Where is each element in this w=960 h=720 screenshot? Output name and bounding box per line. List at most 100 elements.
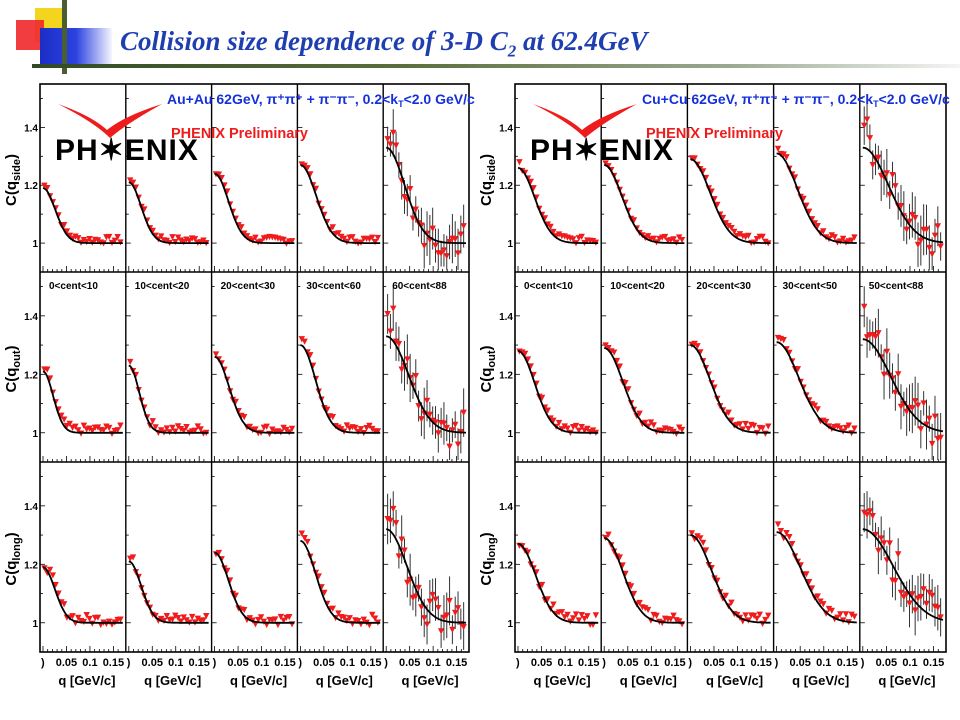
centrality-label: 60<cent<88: [392, 281, 447, 292]
x-tick-label: 0.05: [142, 657, 163, 669]
fit-curve: [300, 164, 381, 244]
data-point: [750, 422, 758, 429]
data-point: [661, 233, 669, 241]
data-point: [141, 206, 148, 213]
data-point: [117, 616, 124, 623]
data-point: [644, 606, 652, 614]
x-tick-label: 0.15: [103, 657, 124, 669]
y-axis-label-sub: side: [11, 159, 23, 181]
data-point: [883, 348, 891, 356]
data-point: [174, 615, 182, 622]
data-point: [212, 351, 220, 358]
data-point: [374, 428, 382, 435]
data-point: [232, 592, 239, 599]
data-point: [177, 618, 185, 625]
data-point: [572, 422, 580, 430]
preliminary-label: PHENIX Preliminary: [646, 126, 783, 142]
data-point: [44, 569, 51, 577]
data-point: [803, 202, 810, 209]
data-point: [194, 615, 202, 622]
y-axis-label: C(qside): [3, 154, 23, 206]
data-point: [851, 234, 858, 241]
fit-curve: [300, 540, 381, 624]
data-point: [257, 614, 265, 621]
data-point: [937, 614, 944, 621]
data-point: [691, 155, 698, 162]
data-point: [335, 610, 342, 617]
y-tick-label: 1.2: [499, 560, 513, 571]
y-tick-label: 1.4: [24, 123, 38, 134]
data-point: [46, 566, 54, 573]
data-point: [923, 421, 930, 428]
data-point: [58, 412, 65, 419]
data-point: [822, 418, 830, 426]
fit-curve: [42, 566, 123, 624]
y-tick-label: 1: [507, 239, 513, 250]
data-point: [307, 171, 314, 178]
data-point: [555, 231, 563, 238]
data-point: [301, 535, 308, 542]
centrality-label: 20<cent<30: [221, 281, 276, 292]
data-point: [392, 142, 400, 149]
phenix-logo-text: PH✶ENIX: [55, 134, 199, 167]
x-tick-label: 0.05: [313, 657, 334, 669]
data-point: [435, 430, 442, 437]
data-point: [132, 184, 140, 191]
system-header-text: Au+Au 62GeV, π⁺π⁺ + π⁻π⁻, 0.2<k: [167, 91, 398, 107]
x-tick-label: 0.05: [531, 657, 552, 669]
phenix-logo-swoosh: [58, 104, 162, 138]
x-tick-label: ): [602, 657, 606, 669]
system-header-tail: <2.0 GeV/c: [879, 91, 950, 107]
data-point: [304, 538, 311, 546]
data-point: [446, 597, 453, 605]
data-point: [60, 601, 68, 608]
data-point: [722, 592, 729, 599]
data-point: [329, 414, 336, 421]
data-point: [100, 427, 107, 434]
data-point: [111, 237, 119, 244]
centrality-label: 20<cent<30: [696, 281, 751, 292]
x-tick-label: ): [298, 657, 302, 669]
data-point: [460, 223, 467, 230]
x-tick-label: 0.1: [340, 657, 355, 669]
data-point: [41, 182, 48, 189]
panel-frame: [39, 83, 470, 653]
data-point: [736, 231, 744, 238]
data-point: [69, 613, 76, 620]
data-point: [169, 424, 176, 431]
data-point: [578, 611, 585, 619]
data-point: [301, 338, 308, 345]
data-point: [55, 590, 62, 597]
data-point: [923, 600, 930, 607]
data-point: [697, 349, 704, 356]
data-point: [163, 612, 171, 620]
data-point: [86, 615, 93, 623]
data-point: [903, 408, 910, 415]
data-point: [387, 328, 394, 335]
data-point: [418, 416, 425, 423]
x-tick-label: 0.05: [399, 657, 420, 669]
data-point: [762, 430, 769, 437]
fit-curve: [690, 158, 771, 244]
data-point: [653, 612, 660, 619]
data-point: [203, 612, 210, 620]
y-axis-label-sub: long: [11, 537, 23, 560]
data-point: [786, 533, 793, 541]
system-header-kt-sub: T: [398, 99, 404, 109]
data-point: [183, 617, 190, 624]
data-point: [719, 214, 727, 222]
fit-curve: [386, 528, 466, 624]
data-point: [642, 419, 649, 427]
data-point: [794, 366, 802, 373]
data-point: [911, 607, 919, 614]
x-axis-label: q [GeV/c]: [58, 673, 115, 688]
x-tick-label: 0.15: [446, 657, 467, 669]
data-point: [384, 310, 391, 318]
data-point: [762, 616, 769, 624]
data-point: [625, 386, 632, 393]
slide-title-main: Collision size dependence of 3-D C: [120, 26, 508, 56]
y-axis-label-close: ): [478, 532, 495, 537]
x-axis-label: q [GeV/c]: [230, 673, 287, 688]
data-point: [288, 238, 296, 245]
system-header-tail: <2.0 GeV/c: [404, 91, 475, 107]
